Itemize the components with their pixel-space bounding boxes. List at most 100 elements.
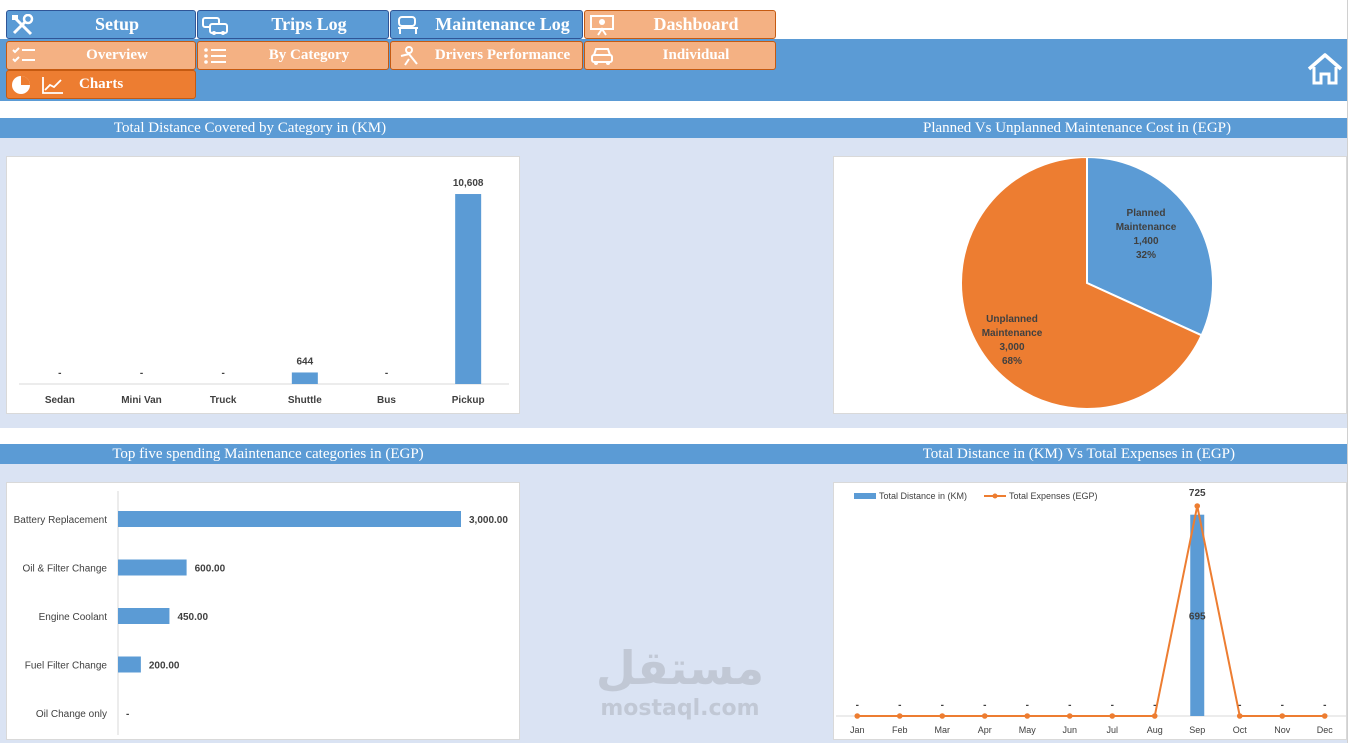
data-label: 600.00 — [195, 564, 226, 575]
expenses-point — [1024, 713, 1031, 719]
tab-label: Drivers Performance — [434, 47, 571, 63]
expenses-point — [854, 713, 861, 719]
top-five-spending-plot: Battery Replacement 3,000.00 Oil & Filter … — [14, 491, 508, 735]
legend-swatch-distance — [854, 493, 876, 499]
legend-marker-expenses — [992, 493, 998, 499]
line-data-label: - — [898, 700, 901, 711]
line-data-label: - — [1026, 700, 1029, 711]
list-icon — [200, 44, 230, 68]
line-data-label: - — [1068, 700, 1071, 711]
line-data-label: - — [1281, 700, 1284, 711]
x-tick-label: Mar — [935, 725, 951, 735]
slice-label: Planned — [1127, 208, 1166, 219]
x-tick-label: Bus — [377, 395, 396, 406]
planned-vs-unplanned-plot: Planned Maintenance 1,400 32% Unplanned Maint… — [960, 157, 1214, 410]
tab-label: Setup — [94, 14, 139, 34]
home-icon[interactable] — [1306, 52, 1344, 86]
chart-planned-vs-unplanned: Planned Maintenance 1,400 32% Unplanned Maint… — [833, 156, 1347, 414]
bar — [455, 194, 482, 384]
x-tick-label: Feb — [892, 725, 908, 735]
tab-trips-log[interactable]: Trips Log — [197, 10, 389, 39]
section-title-planned-vs-unplanned: Planned Vs Unplanned Maintenance Cost in… — [500, 118, 1347, 138]
slice-label: 32% — [1136, 250, 1156, 261]
subtab-charts[interactable]: Charts — [6, 70, 196, 99]
data-label: 644 — [296, 356, 313, 367]
distance-vs-expenses-plot: Total Distance in (KM) Total Expenses (EG… — [836, 488, 1346, 735]
x-tick-label: May — [1019, 725, 1037, 735]
tab-label: Trips Log — [271, 14, 347, 34]
expenses-line — [857, 505, 1325, 717]
slice-label: Maintenance — [982, 328, 1043, 339]
line-data-label: 725 — [1189, 488, 1206, 499]
x-tick-label: Dec — [1317, 725, 1334, 735]
y-tick-label: Engine Coolant — [39, 612, 108, 623]
bar — [118, 656, 141, 673]
x-tick-label: Mini Van — [121, 395, 162, 406]
expenses-point — [1279, 713, 1286, 719]
pie-slice — [1086, 157, 1214, 337]
bar — [118, 511, 461, 527]
line-data-label: - — [983, 700, 986, 711]
expenses-point — [939, 713, 946, 719]
tab-label: Dashboard — [653, 14, 739, 34]
expenses-point — [1066, 713, 1073, 719]
distance-by-category-plot: - Sedan - Mini Van - Truck 644 Shuttle - Bus 10,60… — [19, 178, 509, 406]
chart-distance-by-category: - Sedan - Mini Van - Truck 644 Shuttle - Bus 10,60… — [6, 156, 520, 414]
line-data-label: - — [1238, 700, 1241, 711]
x-tick-label: Sep — [1189, 725, 1205, 735]
tab-setup[interactable]: Setup — [6, 10, 196, 39]
data-label: 10,608 — [453, 178, 484, 189]
data-label: - — [58, 368, 61, 379]
y-tick-label: Oil Change only — [36, 709, 107, 720]
slice-label: Maintenance — [1116, 222, 1177, 233]
subtab-drivers-performance[interactable]: Drivers Performance — [390, 41, 583, 70]
data-label: - — [385, 368, 388, 379]
data-label: 200.00 — [149, 661, 180, 672]
bar — [291, 372, 318, 384]
data-label: - — [221, 368, 224, 379]
chart-distance-vs-expenses: Total Distance in (KM) Total Expenses (EG… — [833, 482, 1347, 740]
x-tick-label: Pickup — [452, 395, 485, 406]
bar — [118, 559, 187, 576]
x-tick-label: Jan — [850, 725, 865, 735]
tab-dashboard[interactable]: Dashboard — [584, 10, 776, 39]
pie-line-chart-icon — [9, 73, 67, 97]
tab-maintenance-log[interactable]: Maintenance Log — [390, 10, 583, 39]
section-title-distance-vs-expenses: Total Distance in (KM) Vs Total Expenses… — [536, 444, 1347, 464]
data-label: - — [126, 709, 129, 720]
tab-label: Overview — [86, 47, 148, 63]
expenses-point — [1236, 713, 1243, 719]
line-data-label: - — [856, 700, 859, 711]
expenses-point — [1321, 713, 1328, 719]
pie-slice — [960, 157, 1203, 410]
car-lift-icon — [393, 13, 423, 37]
x-tick-label: Oct — [1233, 725, 1248, 735]
x-tick-label: Shuttle — [288, 395, 322, 406]
x-tick-label: Jul — [1106, 725, 1118, 735]
sheet-edge — [1347, 0, 1355, 743]
tools-icon — [9, 13, 39, 37]
x-tick-label: Sedan — [45, 395, 75, 406]
bar — [1190, 514, 1205, 716]
subtab-individual[interactable]: Individual — [584, 41, 776, 70]
section-title-top-five-spending: Top five spending Maintenance categories… — [0, 444, 536, 464]
x-tick-label: Truck — [210, 395, 237, 406]
car-icon — [587, 44, 617, 68]
tab-label: By Category — [268, 47, 350, 63]
x-tick-label: Nov — [1274, 725, 1291, 735]
data-label: - — [140, 368, 143, 379]
section-title-distance-by-category: Total Distance Covered by Category in (K… — [0, 118, 500, 138]
y-tick-label: Fuel Filter Change — [25, 661, 108, 672]
subtab-overview[interactable]: Overview — [6, 41, 196, 70]
checklist-icon — [9, 44, 39, 68]
bar — [118, 608, 170, 624]
line-data-label: - — [941, 700, 944, 711]
x-tick-label: Aug — [1147, 725, 1163, 735]
subtab-by-category[interactable]: By Category — [197, 41, 389, 70]
x-tick-label: Jun — [1062, 725, 1077, 735]
slice-label: 68% — [1002, 356, 1022, 367]
expenses-point — [896, 713, 903, 719]
legend-label-expenses: Total Expenses (EGP) — [1009, 491, 1098, 501]
y-tick-label: Battery Replacement — [14, 515, 108, 526]
slice-label: Unplanned — [986, 314, 1038, 325]
